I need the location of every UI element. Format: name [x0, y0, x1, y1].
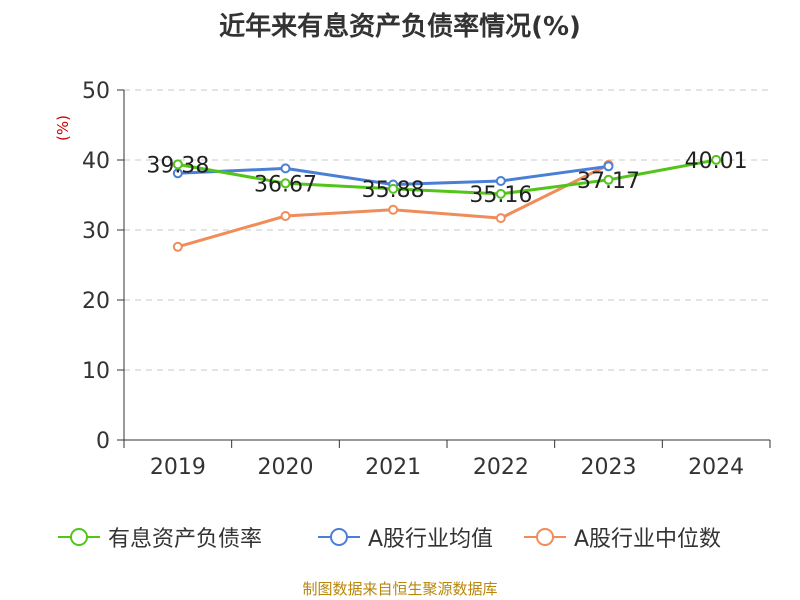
- data-point: [280, 178, 291, 189]
- legend-item-series-2[interactable]: A股行业均值: [318, 520, 493, 554]
- y-tick-label: 20: [82, 289, 110, 314]
- y-tick-label: 30: [82, 219, 110, 244]
- y-tick-label: 0: [96, 429, 110, 454]
- series-line-1: [177, 158, 717, 196]
- legend-label-series-2: A股行业均值: [368, 527, 494, 552]
- data-point: [388, 183, 399, 194]
- x-tick-label: 2024: [688, 455, 744, 480]
- y-axis-label: (%): [54, 115, 72, 141]
- data-point: [280, 163, 291, 174]
- data-point: [172, 241, 183, 252]
- legend-label-series-1: 有息资产负债率: [108, 527, 263, 552]
- legend-item-series-1[interactable]: 有息资产负债率: [58, 520, 262, 554]
- y-tick-label: 50: [82, 79, 110, 104]
- legend-label-series-3: A股行业中位数: [574, 527, 722, 552]
- y-tick-label: 40: [82, 149, 110, 174]
- data-label: 35.16: [469, 183, 532, 208]
- chart-title: 近年来有息资产负债率情况(%): [219, 12, 581, 42]
- series-1: [172, 154, 722, 199]
- x-tick-label: 2022: [473, 455, 529, 480]
- data-point: [495, 176, 506, 186]
- legend-marker-series-2: [318, 528, 360, 546]
- data-point: [495, 213, 506, 224]
- x-tick-label: 2019: [150, 455, 206, 480]
- data-point: [388, 204, 399, 215]
- x-tick-label: 2023: [581, 455, 637, 480]
- data-label: 36.67: [254, 172, 317, 197]
- series-3: [172, 159, 614, 252]
- legend-marker-series-3: [524, 528, 566, 546]
- data-point: [495, 188, 506, 199]
- data-label: 35.88: [362, 178, 425, 203]
- x-tick-label: 2020: [258, 455, 314, 480]
- legend: 有息资产负债率 A股行业均值 A股行业中位数: [0, 520, 800, 554]
- data-point: [603, 174, 614, 185]
- source-note: 制图数据来自恒生聚源数据库: [302, 580, 498, 598]
- data-label: 40.01: [685, 149, 748, 174]
- x-tick-label: 2021: [365, 455, 421, 480]
- legend-marker-series-1: [58, 528, 100, 546]
- legend-item-series-3[interactable]: A股行业中位数: [524, 520, 721, 554]
- data-point: [280, 211, 291, 221]
- data-point: [603, 161, 614, 172]
- data-label: 37.17: [577, 169, 640, 194]
- data-point: [172, 159, 183, 170]
- data-label: 39.38: [146, 153, 209, 178]
- y-tick-label: 10: [82, 359, 110, 384]
- data-point: [711, 154, 722, 165]
